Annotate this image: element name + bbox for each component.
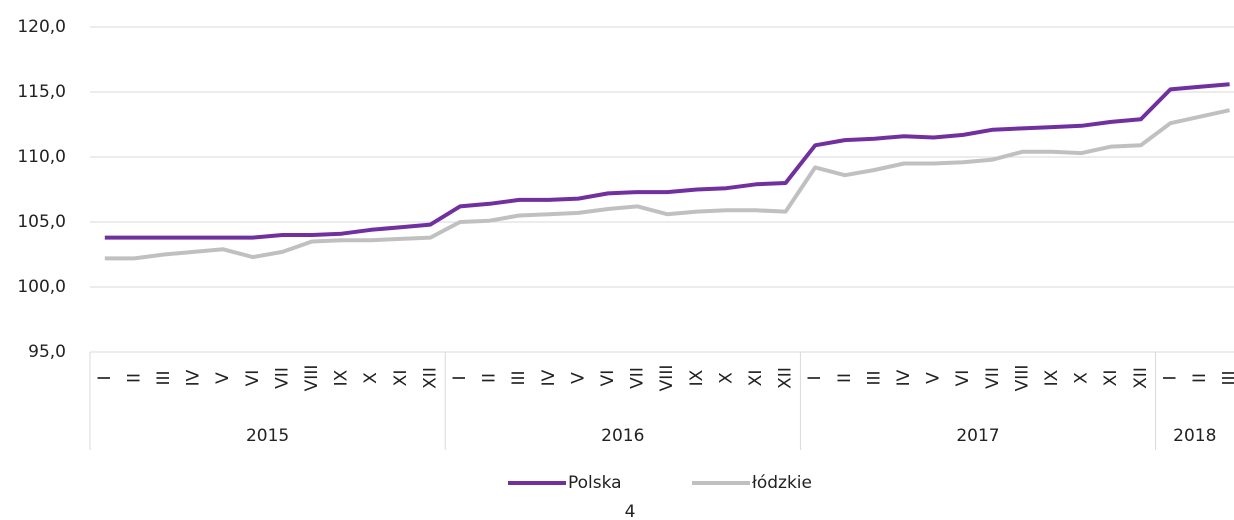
x-tick-label: VIII bbox=[302, 365, 322, 392]
x-tick-label: I bbox=[805, 375, 825, 380]
x-tick-label: IX bbox=[1042, 369, 1062, 386]
x-tick-label: III bbox=[509, 370, 529, 385]
y-tick-label: 115,0 bbox=[17, 82, 66, 102]
x-tick-label: IV bbox=[539, 369, 559, 386]
x-tick-label: XI bbox=[1101, 370, 1121, 387]
x-tick-label: III bbox=[864, 370, 884, 385]
group-label: 2017 bbox=[956, 426, 999, 446]
x-tick-label: XII bbox=[1131, 367, 1151, 389]
x-tick-label: III bbox=[154, 370, 174, 385]
series-line bbox=[104, 108, 1231, 261]
y-tick-label: 105,0 bbox=[17, 212, 66, 232]
x-tick-label: II bbox=[1190, 373, 1210, 383]
x-tick-label: V bbox=[213, 372, 233, 384]
x-tick-label: VII bbox=[272, 367, 292, 389]
x-tick-label: V bbox=[568, 372, 588, 384]
x-tick-label: IV bbox=[894, 369, 914, 386]
y-tick-label: 120,0 bbox=[17, 17, 66, 37]
x-tick-label: I bbox=[1160, 375, 1180, 380]
x-tick-label: XII bbox=[776, 367, 796, 389]
x-tick-label: II bbox=[480, 373, 500, 383]
y-tick-label: 95,0 bbox=[28, 342, 66, 362]
x-tick-label: IX bbox=[687, 369, 707, 386]
x-tick-label: X bbox=[1072, 372, 1092, 384]
x-tick-label: VII bbox=[983, 367, 1003, 389]
x-tick-label: II bbox=[124, 373, 144, 383]
group-label: 2015 bbox=[246, 426, 289, 446]
x-tick-label: VI bbox=[243, 370, 263, 387]
y-tick-label: 110,0 bbox=[17, 147, 66, 167]
y-tick-label: 100,0 bbox=[17, 277, 66, 297]
series-line bbox=[104, 82, 1230, 240]
x-tick-label: II bbox=[835, 373, 855, 383]
x-tick-label: X bbox=[716, 372, 736, 384]
legend-label: łódzkie bbox=[752, 473, 812, 493]
x-tick-label: VIII bbox=[1012, 365, 1032, 392]
x-tick-label: VI bbox=[953, 370, 973, 387]
x-tick-label: III bbox=[1220, 370, 1234, 385]
x-tick-label: V bbox=[924, 372, 944, 384]
x-tick-label: X bbox=[361, 372, 381, 384]
x-tick-label: IV bbox=[184, 369, 204, 386]
x-tick-label: I bbox=[450, 375, 470, 380]
x-tick-label: I bbox=[95, 375, 115, 380]
group-label: 2016 bbox=[601, 426, 644, 446]
x-tick-label: XII bbox=[420, 367, 440, 389]
x-tick-label: VII bbox=[628, 367, 648, 389]
x-tick-label: XI bbox=[746, 370, 766, 387]
legend-label: Polska bbox=[568, 473, 622, 493]
group-label: 2018 bbox=[1173, 426, 1216, 446]
x-tick-label: IX bbox=[332, 369, 352, 386]
x-tick-label: XI bbox=[391, 370, 411, 387]
x-tick-label: VI bbox=[598, 370, 618, 387]
x-tick-label: VIII bbox=[657, 365, 677, 392]
page-number: 4 bbox=[625, 502, 636, 520]
